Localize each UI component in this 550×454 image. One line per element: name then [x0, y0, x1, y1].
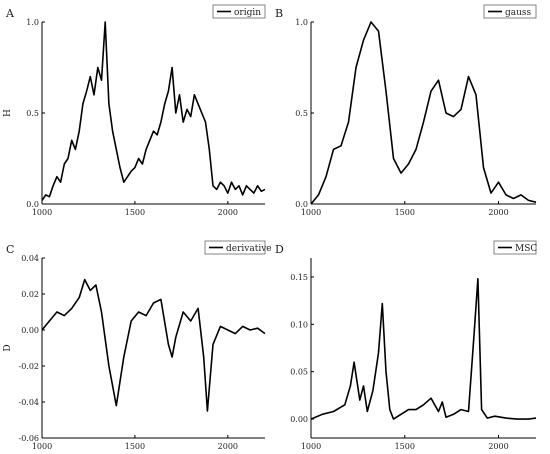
legend-box: [204, 240, 266, 255]
y-tick-label: 0.10: [290, 320, 308, 329]
panel-letter: A: [5, 7, 15, 20]
x-tick-label: 1000: [32, 208, 52, 217]
series-line-msc: [310, 278, 537, 420]
y-tick-label: 0.05: [290, 368, 308, 377]
y-axis-label: H: [3, 109, 13, 117]
panel-letter: C: [6, 243, 14, 256]
x-tick-label: 1500: [395, 442, 415, 451]
x-tick-label: 1500: [125, 442, 145, 451]
chart-panel-c: 1000 1500 2000 -0.06 -0.04 -0.02 0.00 0.02 0.04 C…: [3, 240, 272, 451]
y-tick-label: 0.02: [21, 290, 39, 299]
series-line-gauss: [310, 21, 537, 205]
y-tick-label: 0.00: [21, 326, 39, 335]
chart-panel-d: 1000 1500 2000 0.00 0.05 0.10 0.15 D MSC: [275, 240, 537, 451]
y-tick-label: 0.5: [295, 109, 308, 118]
legend: gauss: [483, 4, 537, 19]
x-tick-label: 1500: [395, 208, 415, 217]
x-tick-label: 2000: [488, 442, 508, 451]
x-tick-label: 1000: [301, 208, 321, 217]
x-tick-label: 2000: [488, 208, 508, 217]
legend-box: [212, 4, 266, 19]
legend-label: gauss: [505, 8, 532, 18]
legend-box: [483, 4, 537, 19]
x-tick-label: 1000: [32, 442, 52, 451]
y-tick-label: 1.0: [26, 18, 39, 27]
legend: origin: [212, 4, 266, 19]
y-tick-label: -0.06: [18, 434, 39, 443]
y-tick-label: -0.04: [18, 398, 39, 407]
x-tick-label: 1500: [125, 208, 145, 217]
y-tick-label: -0.02: [18, 362, 39, 371]
series-line-derivative: [41, 278, 266, 412]
y-tick-label: 0.00: [290, 415, 308, 424]
legend-label: origin: [234, 8, 261, 18]
legend-label: MSC: [515, 244, 537, 254]
y-tick-label: 0.5: [26, 109, 39, 118]
panel-letter: B: [275, 7, 283, 20]
legend: derivative: [204, 240, 272, 255]
y-axis-label: D: [3, 344, 13, 351]
y-tick-label: 0.15: [290, 273, 308, 282]
legend-box: [493, 240, 537, 255]
panel-letter: D: [275, 243, 284, 256]
x-tick-label: 2000: [218, 208, 238, 217]
y-tick-label: 0.04: [21, 254, 39, 263]
y-tick-label: 0.0: [295, 200, 308, 209]
chart-panel-b: 1000 1500 2000 0.0 0.5 1.0 B gauss: [275, 4, 537, 217]
y-tick-label: 1.0: [295, 18, 308, 27]
legend-label: derivative: [226, 244, 272, 254]
x-tick-label: 2000: [218, 442, 238, 451]
series-line-origin: [41, 21, 266, 201]
legend: MSC: [493, 240, 537, 255]
x-tick-label: 1000: [301, 442, 321, 451]
y-tick-label: 0.0: [26, 200, 39, 209]
